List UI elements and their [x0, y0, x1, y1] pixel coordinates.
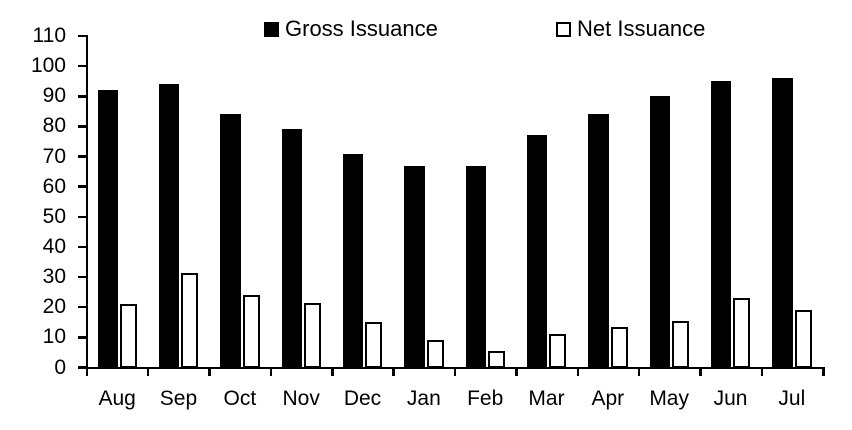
net-bar-nov — [304, 302, 321, 368]
x-axis-tick — [208, 366, 211, 376]
y-axis-label-100: 100 — [30, 54, 66, 78]
x-axis-tick — [85, 366, 88, 376]
legend-label-net-issuance: Net Issuance — [577, 16, 706, 41]
x-axis-label-dec: Dec — [343, 387, 382, 410]
net-issuance-swatch-icon — [556, 21, 571, 37]
y-axis-tick — [78, 125, 87, 128]
y-axis-tick — [78, 34, 87, 38]
y-axis-label-20: 20 — [42, 295, 66, 319]
net-bar-oct — [242, 295, 260, 368]
bar-group-aug — [87, 36, 148, 368]
x-axis-label-mar: Mar — [528, 387, 565, 410]
x-axis-label-sep: Sep — [159, 387, 198, 410]
y-axis-tick — [78, 336, 87, 339]
x-axis-tick — [822, 366, 825, 376]
net-bar-jun — [733, 298, 751, 368]
x-axis-label-oct: Oct — [223, 387, 257, 410]
x-axis-label-jun: Jun — [713, 387, 748, 410]
gross-bar-may — [649, 96, 670, 368]
x-axis-tick — [392, 366, 395, 376]
net-bar-sep — [181, 272, 199, 368]
gross-bar-jul — [772, 78, 793, 368]
x-axis-label-apr: Apr — [591, 387, 625, 410]
gross-bar-sep — [158, 84, 180, 368]
y-axis-label-80: 80 — [42, 114, 66, 138]
x-axis-label-aug: Aug — [98, 387, 136, 410]
x-axis-tick — [760, 366, 764, 376]
x-axis-tick — [637, 366, 641, 376]
y-axis-tick — [78, 275, 87, 279]
y-axis-tick — [78, 305, 87, 309]
x-axis-tick — [331, 366, 334, 376]
gross-bar-dec — [342, 153, 364, 368]
gross-bar-jan — [404, 165, 425, 368]
y-axis-label-40: 40 — [42, 234, 66, 258]
y-axis-label-0: 0 — [54, 355, 66, 379]
x-axis-tick — [515, 366, 518, 376]
y-axis-tick — [78, 245, 87, 249]
legend-item-gross-issuance: Gross Issuance — [264, 16, 438, 42]
bar-group-oct — [209, 36, 270, 368]
bar-group-mar — [516, 36, 577, 368]
gross-bar-oct — [220, 114, 241, 368]
bar-group-may — [639, 36, 700, 368]
net-bar-jul — [794, 310, 812, 368]
bar-group-nov — [271, 36, 332, 368]
x-axis-tick — [576, 366, 579, 376]
legend-item-net-issuance: Net Issuance — [556, 16, 705, 42]
net-bar-apr — [610, 326, 628, 368]
net-bar-aug — [120, 304, 137, 368]
x-axis-tick — [269, 366, 273, 376]
y-axis-tick — [78, 95, 87, 98]
x-axis-label-may: May — [649, 387, 689, 410]
x-axis-label-feb: Feb — [467, 387, 504, 410]
y-axis-label-60: 60 — [42, 174, 66, 198]
gross-bar-nov — [281, 129, 302, 368]
x-axis-tick — [146, 366, 150, 376]
gross-bar-aug — [97, 90, 118, 368]
bar-group-feb — [455, 36, 516, 368]
bar-group-dec — [332, 36, 393, 368]
bar-group-sep — [148, 36, 209, 368]
net-bar-may — [672, 320, 689, 368]
net-bar-dec — [365, 322, 383, 368]
gross-bar-apr — [588, 114, 609, 368]
gross-bar-mar — [526, 135, 548, 368]
y-axis-label-90: 90 — [42, 84, 66, 108]
bar-group-apr — [577, 36, 638, 368]
y-axis-line — [85, 35, 88, 369]
bar-group-jan — [393, 36, 454, 368]
net-bar-mar — [549, 334, 567, 368]
x-axis-label-jul: Jul — [778, 387, 806, 410]
x-axis-label-jan: Jan — [406, 387, 441, 410]
y-axis-label-110: 110 — [32, 24, 66, 47]
x-axis-tick — [453, 366, 457, 376]
gross-bar-feb — [465, 165, 486, 368]
y-axis-tick — [78, 155, 87, 158]
y-axis-tick — [78, 366, 87, 369]
net-bar-feb — [488, 350, 505, 368]
y-axis-tick — [78, 64, 87, 68]
x-axis-tick — [699, 366, 702, 376]
gross-bar-jun — [710, 81, 732, 368]
legend-label-gross-issuance: Gross Issuance — [285, 16, 438, 41]
y-axis-tick — [78, 185, 87, 188]
bar-group-jul — [761, 36, 822, 368]
gross-issuance-swatch-icon — [264, 21, 279, 37]
net-bar-jan — [426, 340, 444, 368]
x-axis-label-nov: Nov — [282, 387, 320, 410]
y-axis-tick — [78, 215, 87, 219]
y-axis-label-10: 10 — [42, 325, 66, 349]
y-axis-label-30: 30 — [42, 265, 66, 289]
bar-group-jun — [700, 36, 761, 368]
y-axis-label-70: 70 — [42, 144, 66, 168]
y-axis-label-50: 50 — [42, 204, 66, 228]
